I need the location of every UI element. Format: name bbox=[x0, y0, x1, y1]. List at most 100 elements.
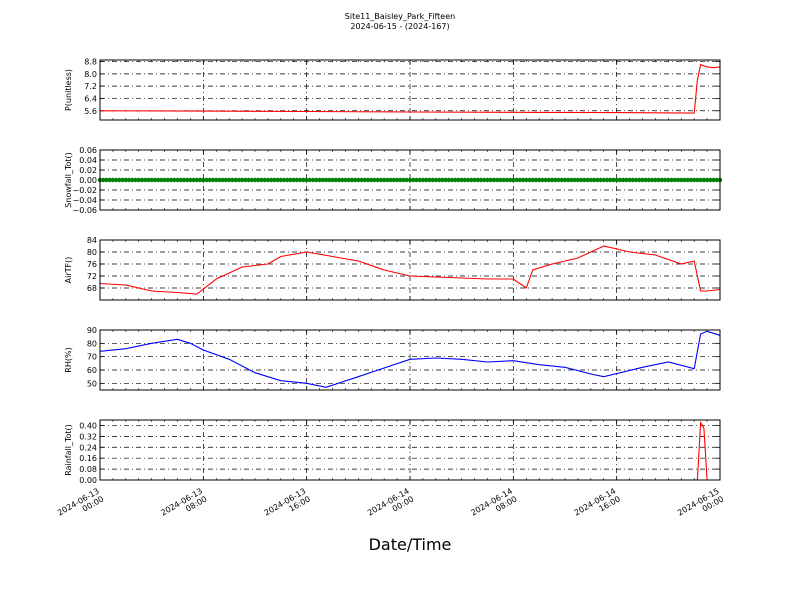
snowfall-point bbox=[404, 177, 409, 183]
snowfall-point bbox=[356, 177, 361, 183]
snowfall-point bbox=[472, 177, 477, 183]
snowfall-point bbox=[578, 177, 584, 183]
snowfall-point bbox=[604, 177, 610, 183]
snowfall-point bbox=[682, 177, 687, 183]
snowfall-point bbox=[236, 177, 242, 183]
y-tick-label: 60 bbox=[87, 366, 97, 375]
snowfall-point bbox=[291, 177, 296, 183]
plot-frame bbox=[99, 59, 721, 121]
snowfall-point bbox=[685, 177, 690, 183]
snowfall-point bbox=[259, 177, 264, 183]
y-tick-label: 90 bbox=[87, 326, 97, 335]
snowfall-point bbox=[524, 177, 529, 183]
snowfall-point bbox=[659, 177, 665, 183]
snowfall-point bbox=[662, 177, 668, 183]
snowfall-point bbox=[152, 177, 158, 183]
snowfall-point bbox=[327, 177, 332, 183]
snowfall-point bbox=[475, 177, 481, 183]
y-axis-label: AirTF() bbox=[64, 257, 73, 284]
snowfall-point bbox=[155, 177, 161, 183]
snowfall-point bbox=[491, 177, 497, 183]
snowfall-point bbox=[191, 177, 196, 183]
y-tick-label: 80 bbox=[87, 248, 97, 257]
snowfall-point bbox=[423, 177, 429, 183]
snowfall-point bbox=[527, 177, 532, 183]
snowfall-point bbox=[714, 177, 719, 183]
snowfall-point bbox=[672, 177, 677, 183]
snowfall-point bbox=[323, 177, 329, 183]
snowfall-point bbox=[204, 177, 209, 183]
series-line-rh- bbox=[99, 330, 721, 388]
snowfall-point bbox=[646, 177, 652, 183]
snowfall-point bbox=[601, 177, 606, 183]
y-tick-label: 8.0 bbox=[84, 70, 97, 79]
snowfall-point bbox=[139, 177, 145, 183]
snowfall-point bbox=[381, 177, 387, 183]
snowfall-point bbox=[175, 177, 180, 183]
snowfall-point bbox=[614, 177, 619, 183]
snowfall-point bbox=[482, 177, 487, 183]
snowfall-point bbox=[488, 177, 493, 183]
snowfall-point bbox=[633, 177, 639, 183]
snowfall-point bbox=[704, 177, 710, 183]
y-tick-label: −0.04 bbox=[72, 196, 97, 205]
snowfall-point bbox=[643, 177, 648, 183]
y-tick-label: 0.06 bbox=[79, 146, 97, 155]
snowfall-point bbox=[414, 177, 419, 183]
snowfall-point bbox=[511, 177, 516, 183]
snowfall-point bbox=[498, 177, 503, 183]
snowfall-point bbox=[233, 177, 238, 183]
y-tick-label: 0.00 bbox=[79, 476, 97, 485]
snowfall-point bbox=[110, 177, 116, 183]
snowfall-point bbox=[133, 177, 138, 183]
snowfall-point bbox=[239, 177, 245, 183]
snowfall-point bbox=[120, 177, 125, 183]
snowfall-point bbox=[591, 177, 597, 183]
y-tick-label: 0.00 bbox=[79, 176, 97, 185]
y-tick-label: 5.6 bbox=[84, 107, 97, 116]
snowfall-point bbox=[401, 177, 406, 183]
snowfall-point bbox=[262, 177, 267, 183]
snowfall-point bbox=[449, 177, 455, 183]
snowfall-point bbox=[188, 177, 193, 183]
snowfall-point bbox=[688, 177, 694, 183]
snowfall-point bbox=[214, 177, 219, 183]
snowfall-point bbox=[320, 177, 326, 183]
snowfall-point bbox=[301, 177, 306, 183]
snowfall-point bbox=[701, 177, 707, 183]
snowfall-point bbox=[249, 177, 254, 183]
snowfall-point bbox=[436, 177, 442, 183]
y-tick-label: 76 bbox=[87, 260, 97, 269]
snowfall-point bbox=[265, 177, 271, 183]
snowfall-point bbox=[352, 177, 358, 183]
snowfall-point bbox=[507, 177, 513, 183]
snowfall-point bbox=[288, 177, 293, 183]
y-tick-label: 7.2 bbox=[84, 82, 97, 91]
snowfall-point bbox=[679, 177, 684, 183]
snowfall-point bbox=[440, 177, 445, 183]
snowfall-point bbox=[627, 177, 632, 183]
snowfall-point bbox=[546, 177, 552, 183]
snowfall-point bbox=[369, 177, 374, 183]
snowfall-point bbox=[268, 177, 274, 183]
snowfall-point bbox=[656, 177, 661, 183]
snowfall-point bbox=[143, 177, 148, 183]
snowfall-point bbox=[217, 177, 222, 183]
y-tick-label: 72 bbox=[87, 272, 97, 281]
snowfall-point bbox=[346, 177, 351, 183]
x-axis-label: Date/Time bbox=[369, 535, 452, 554]
snowfall-point bbox=[691, 177, 697, 183]
snowfall-point bbox=[494, 177, 500, 183]
plot-frame bbox=[99, 239, 721, 301]
snowfall-point bbox=[223, 177, 229, 183]
snowfall-point bbox=[343, 177, 348, 183]
snowfall-point bbox=[314, 177, 319, 183]
snowfall-point bbox=[572, 177, 577, 183]
snowfall-point bbox=[252, 177, 258, 183]
snowfall-point bbox=[478, 177, 484, 183]
snowfall-point bbox=[126, 177, 132, 183]
